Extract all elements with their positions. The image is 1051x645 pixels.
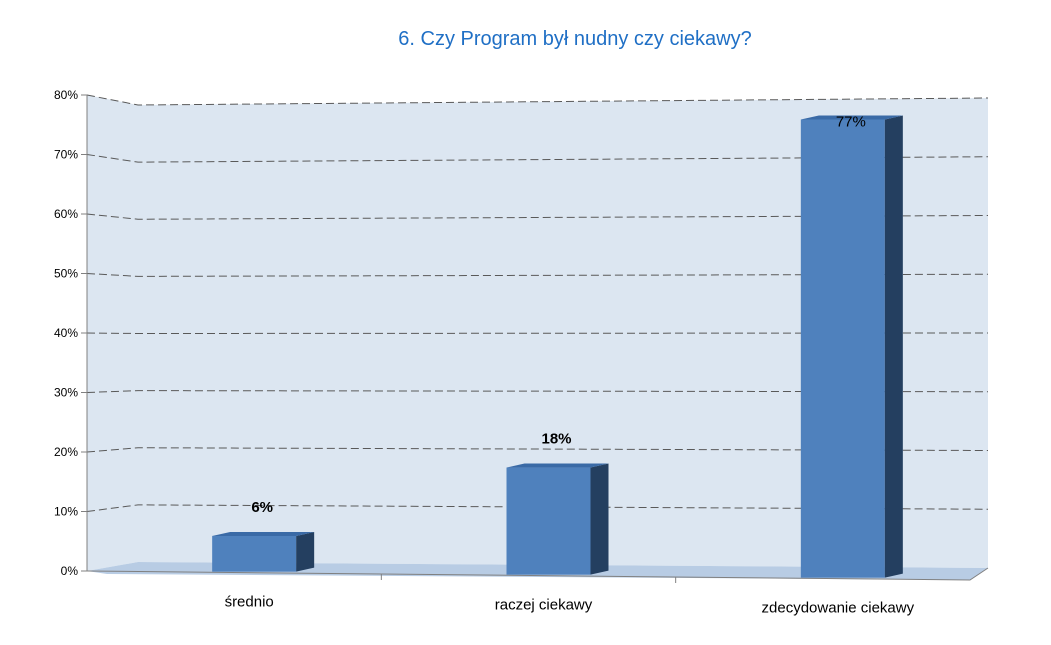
gridline	[86, 447, 989, 453]
y-tick-label: 40%	[54, 326, 78, 340]
bar	[800, 119, 885, 578]
gridline	[86, 213, 989, 220]
gridline	[86, 332, 989, 335]
bar-top	[506, 463, 609, 468]
category-label: średnio	[225, 594, 274, 611]
y-tick-label: 80%	[54, 88, 78, 102]
y-tick-label: 60%	[54, 207, 78, 221]
gridline	[86, 390, 989, 393]
y-tick-label: 10%	[54, 505, 78, 519]
bar	[506, 467, 591, 575]
y-tick-label: 70%	[54, 148, 78, 162]
bar-top	[212, 531, 315, 536]
bars	[212, 115, 903, 578]
gridline	[86, 154, 989, 163]
data-label: 6%	[251, 499, 273, 516]
bar-side	[296, 531, 315, 572]
category-label: zdecydowanie ciekawy	[762, 600, 915, 617]
y-tick-label: 30%	[54, 386, 78, 400]
gridlines	[86, 94, 989, 512]
value-axis: 0% 10% 20% 30% 40% 50% 60% 70% 80%	[54, 88, 989, 583]
data-label: 77%	[836, 114, 866, 131]
bar	[212, 535, 297, 572]
data-labels: 6% 18% 77%	[251, 114, 866, 516]
category-labels: średnio raczej ciekawy zdecydowanie ciekaw…	[225, 594, 915, 617]
chart-title: 6. Czy Program był nudny czy ciekawy?	[398, 28, 752, 50]
back-wall	[138, 98, 988, 568]
data-label: 18%	[541, 431, 571, 448]
gridline	[86, 94, 989, 106]
y-tick-label: 50%	[54, 267, 78, 281]
bar-side	[590, 463, 609, 575]
gridline	[86, 504, 989, 512]
bar-top	[800, 115, 903, 120]
gridline	[86, 273, 989, 277]
y-tick-label: 0%	[61, 564, 79, 578]
category-label: raczej ciekawy	[495, 597, 593, 614]
y-tick-label: 20%	[54, 445, 78, 459]
bar-side	[884, 115, 903, 578]
